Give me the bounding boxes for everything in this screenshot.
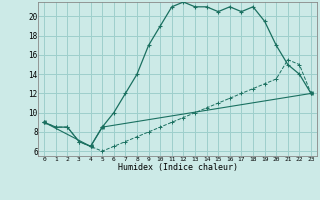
X-axis label: Humidex (Indice chaleur): Humidex (Indice chaleur) <box>118 163 238 172</box>
